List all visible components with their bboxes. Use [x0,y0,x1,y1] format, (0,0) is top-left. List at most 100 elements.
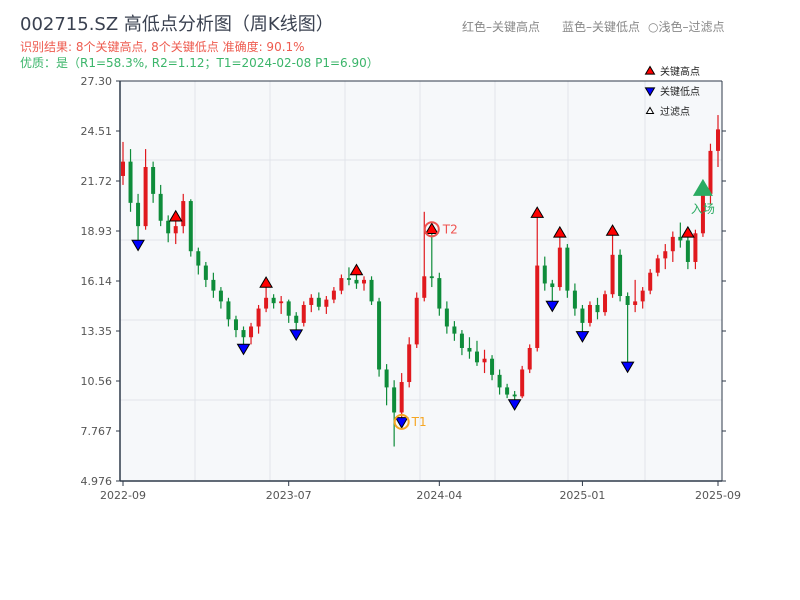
candle-body [437,278,442,309]
candle-body [264,297,269,309]
candle-body [271,297,276,304]
x-tick-label: 2024-04 [416,489,462,502]
candle-body [474,351,479,363]
key-low-marker [236,343,251,356]
candle-body [618,254,623,297]
t1-label: T1 [411,415,427,429]
candle-body [610,254,615,295]
candle-body [685,240,690,262]
candle-body [633,301,638,305]
legend-high-icon [644,65,656,75]
entry-label: 入场 [691,202,715,216]
candle-body [459,333,464,348]
candle-body [384,369,389,388]
x-tick-label: 2023-07 [266,489,312,502]
candle-body [301,304,306,323]
candle-body [362,279,367,284]
t2-label: T2 [442,222,458,236]
candle-body [542,265,547,284]
key-high-marker [605,224,620,236]
candle-body [203,265,208,280]
candle-body [640,290,645,302]
legend-label: 关键低点 [660,85,700,98]
candle-body [648,272,653,291]
candle-body [377,301,382,370]
key-low-marker [575,331,590,343]
key-low-marker [507,399,522,411]
candle-body [136,202,141,227]
candle-body [196,251,201,266]
candle-body [580,308,585,323]
key-low-marker [289,329,304,342]
candle-body [294,315,299,323]
candle-body [693,233,698,262]
candle-body [226,301,231,320]
chart-title: 002715.SZ 高低点分析图（周K线图） [20,14,334,35]
candle-body [414,297,419,345]
candle-body [151,167,156,194]
candle-body [655,258,660,273]
y-tick-label: 4.976 [81,475,113,488]
candle-body [572,290,577,309]
candle-body [392,387,397,413]
key-low-marker [131,239,145,252]
candle-body [565,247,570,291]
y-tick-label: 27.30 [81,75,113,88]
y-tick-label: 13.35 [81,325,113,338]
candle-body [505,387,510,395]
candle-body [520,369,525,397]
candle-body [497,374,502,388]
legend-label: 过滤点 [660,105,690,118]
hint-blue-lows: 蓝色–关键低点 [562,20,641,34]
key-high-marker [349,263,364,276]
candle-body [128,161,133,203]
candle-body [158,193,163,221]
quality-summary: 优质：是（R1=58.3%, R2=1.12；T1=2024-02-08 P1=… [20,56,379,70]
candle-body [595,304,600,313]
t2-circle [423,221,440,238]
candle-body [678,236,683,241]
candle-body [490,358,495,375]
key-high-marker [424,222,439,235]
candle-body [444,308,449,327]
candle-body [527,347,532,370]
candle-body [143,167,148,227]
key-high-marker [680,225,695,238]
candle-body [316,297,321,307]
candle-body [512,394,517,397]
candle-body [429,276,434,279]
candle-body [188,201,193,252]
x-tick-label: 2022-09 [100,489,146,502]
candle-body [218,290,223,302]
hint-light-filtered: ○浅色–过滤点 [648,20,725,34]
y-tick-label: 24.51 [81,125,113,138]
key-high-marker [168,209,183,222]
t1-circle [393,413,410,430]
key-high-marker [259,276,273,288]
legend-label: 关键高点 [660,65,700,78]
legend-low-icon [644,87,656,97]
candle-body [241,330,246,338]
candle-body [625,296,630,305]
x-tick-label: 2025-01 [559,489,605,502]
candle-body [716,129,720,151]
candle-body [354,279,359,284]
candle-body [309,297,314,305]
key-high-marker [552,225,567,238]
candle-body [233,319,238,331]
candle-body [369,279,374,302]
y-tick-label: 10.56 [81,375,113,388]
key-high-marker [530,206,545,218]
candle-body [211,279,216,291]
candle-body [708,150,713,194]
key-low-marker [394,417,409,429]
legend-filtered-icon [645,106,655,114]
y-tick-label: 16.14 [81,275,113,288]
candle-body [331,290,336,300]
candle-body [670,236,675,252]
candle-body [407,344,412,383]
candle-body [467,347,472,352]
candle-body [700,193,705,234]
candle-body [399,382,404,413]
candle-body [422,276,427,298]
